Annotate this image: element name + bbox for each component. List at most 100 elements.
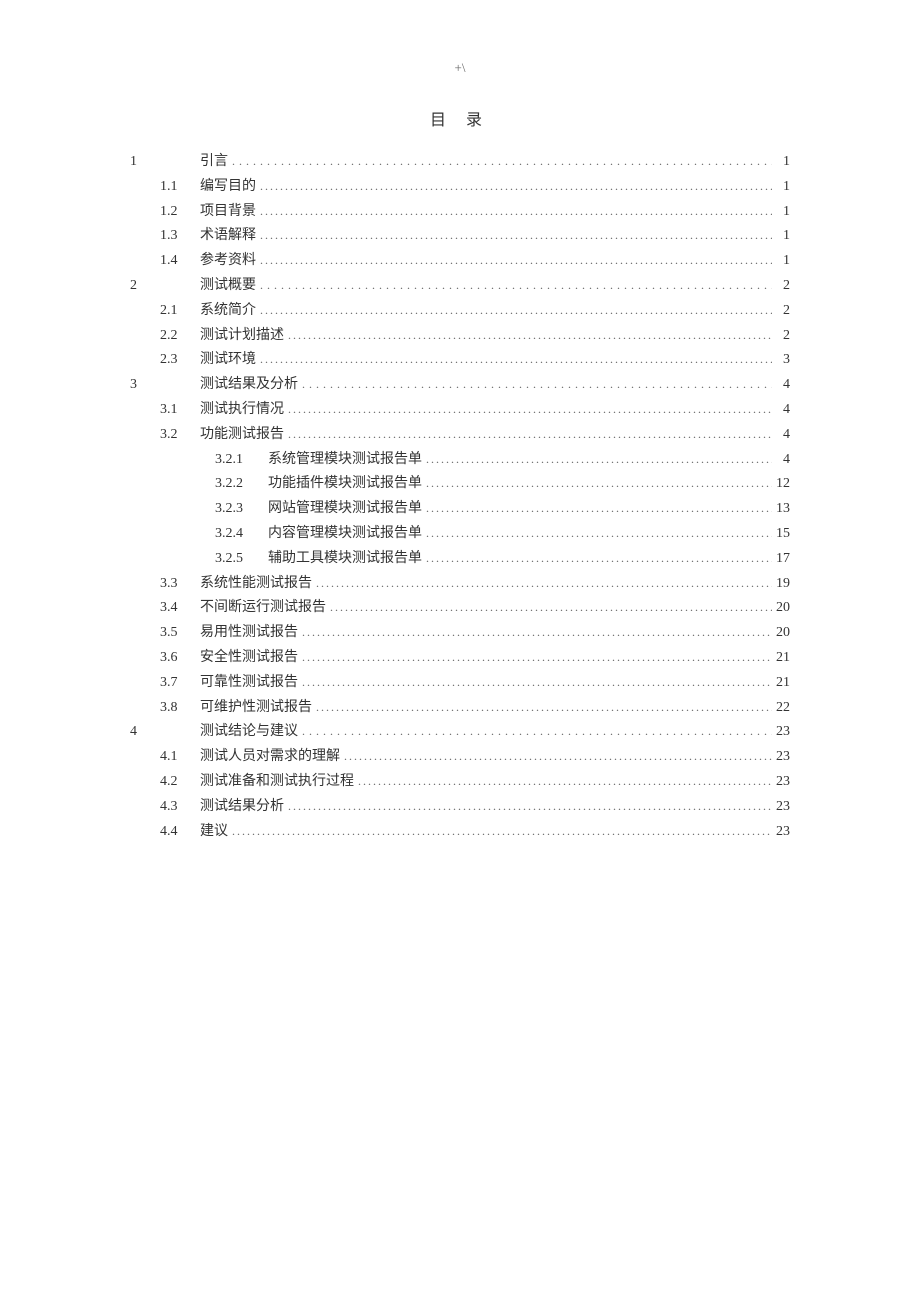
- toc-leader: ........................................…: [298, 622, 772, 642]
- toc-text: 测试计划描述: [200, 324, 284, 348]
- toc-page: 23: [772, 820, 790, 844]
- toc-number: 2.3: [160, 348, 200, 372]
- toc-number: 3.2.1: [215, 448, 263, 472]
- toc-number: 3.8: [160, 696, 200, 720]
- toc-page: 1: [772, 249, 790, 273]
- toc-leader: ........................................…: [354, 771, 772, 791]
- toc-leader: ........................................…: [228, 821, 772, 841]
- toc-entry: 1 引言.....................................…: [130, 150, 790, 174]
- toc-leader: ........................................…: [340, 746, 772, 766]
- toc-entry: 4测试结论与建议................................…: [130, 720, 790, 744]
- toc-entry: 3.5易用性测试报告..............................…: [130, 621, 790, 645]
- toc-page: 20: [772, 621, 790, 645]
- toc-page: 1: [772, 175, 790, 199]
- toc-number: 3.5: [160, 621, 200, 645]
- toc-page: 19: [772, 572, 790, 596]
- toc-leader: ........................................…: [256, 225, 772, 245]
- toc-text: 测试环境: [200, 348, 256, 372]
- toc-text: 系统管理模块测试报告单: [268, 448, 422, 472]
- toc-text: 易用性测试报告: [200, 621, 298, 645]
- toc-entry: 3测试结果及分析................................…: [130, 373, 790, 397]
- toc-entry: 4.3测试结果分析...............................…: [130, 795, 790, 819]
- toc-page: 3: [772, 348, 790, 372]
- toc-text: 安全性测试报告: [200, 646, 298, 670]
- toc-text: 编写目的: [200, 175, 256, 199]
- toc-page: 23: [772, 795, 790, 819]
- toc-text: 功能插件模块测试报告单: [268, 472, 422, 496]
- toc-page: 20: [772, 596, 790, 620]
- toc-number: 3.2.4: [215, 522, 263, 546]
- toc-title: 目 录: [130, 106, 790, 130]
- toc-leader: ........................................…: [422, 473, 772, 493]
- header-mark: +\: [130, 60, 790, 76]
- toc-text: 系统简介: [200, 299, 256, 323]
- toc-text: 参考资料: [200, 249, 256, 273]
- toc-page: 1: [772, 200, 790, 224]
- toc-page: 21: [772, 671, 790, 695]
- toc-entry: 3.6安全性测试报告..............................…: [130, 646, 790, 670]
- toc-leader: ........................................…: [284, 325, 772, 345]
- toc-page: 2: [772, 299, 790, 323]
- toc-number: 3.2.2: [215, 472, 263, 496]
- toc-text: 测试结果及分析: [200, 373, 298, 397]
- toc-leader: ........................................…: [298, 672, 772, 692]
- toc-entry: 3.2.3网站管理模块测试报告单........................…: [130, 497, 790, 521]
- toc-text: 可靠性测试报告: [200, 671, 298, 695]
- toc-leader: ........................................…: [312, 573, 772, 593]
- toc-entry: 3.2.4内容管理模块测试报告单........................…: [130, 522, 790, 546]
- toc-leader: ........................................…: [284, 796, 772, 816]
- toc-text: 建议: [200, 820, 228, 844]
- toc-entry: 3.1测试执行情况...............................…: [130, 398, 790, 422]
- toc-page: 23: [772, 720, 790, 744]
- toc-text: 测试概要: [200, 274, 256, 298]
- toc-text: 功能测试报告: [200, 423, 284, 447]
- toc-page: 15: [772, 522, 790, 546]
- toc-leader: ........................................…: [256, 201, 772, 221]
- toc-text: 辅助工具模块测试报告单: [268, 547, 422, 571]
- toc-number: 2.2: [160, 324, 200, 348]
- toc-text: 引言: [200, 150, 228, 174]
- toc-entry: 2.2测试计划描述...............................…: [130, 324, 790, 348]
- toc-entry: 1.3术语解释.................................…: [130, 224, 790, 248]
- toc-number: 4.3: [160, 795, 200, 819]
- toc-entry: 3.2功能测试报告...............................…: [130, 423, 790, 447]
- toc-page: 4: [772, 423, 790, 447]
- toc-entry: 2.3测试环境.................................…: [130, 348, 790, 372]
- toc-number: 3.3: [160, 572, 200, 596]
- toc-leader: ........................................…: [228, 151, 772, 171]
- toc-number: 2.1: [160, 299, 200, 323]
- toc-number: 1.1: [160, 175, 200, 199]
- toc-leader: ........................................…: [284, 424, 772, 444]
- toc-number: 4.1: [160, 745, 200, 769]
- toc-entry: 1.1编写目的.................................…: [130, 175, 790, 199]
- toc-page: 4: [772, 373, 790, 397]
- toc-page: 22: [772, 696, 790, 720]
- toc-text: 测试执行情况: [200, 398, 284, 422]
- toc-page: 17: [772, 547, 790, 571]
- toc-text: 网站管理模块测试报告单: [268, 497, 422, 521]
- toc-number: 4.4: [160, 820, 200, 844]
- toc-text: 可维护性测试报告: [200, 696, 312, 720]
- toc-leader: ........................................…: [298, 721, 772, 741]
- toc-leader: ........................................…: [256, 250, 772, 270]
- toc-text: 术语解释: [200, 224, 256, 248]
- toc-number: 3: [130, 373, 160, 397]
- toc-number: 2: [130, 274, 160, 298]
- toc-leader: ........................................…: [256, 275, 772, 295]
- toc-entry: 3.2.1系统管理模块测试报告单........................…: [130, 448, 790, 472]
- toc-entry: 3.2.5辅助工具模块测试报告单........................…: [130, 547, 790, 571]
- toc-number: 3.2: [160, 423, 200, 447]
- toc-page: 13: [772, 497, 790, 521]
- toc-text: 测试结果分析: [200, 795, 284, 819]
- toc-number: 3.1: [160, 398, 200, 422]
- toc-page: 23: [772, 745, 790, 769]
- page-container: +\ 目 录 1 引言..............................…: [130, 60, 790, 843]
- toc-entry: 2 测试概要...................................…: [130, 274, 790, 298]
- toc-entry: 4.1测试人员对需求的理解...........................…: [130, 745, 790, 769]
- toc-number: 1.2: [160, 200, 200, 224]
- toc-leader: ........................................…: [312, 697, 772, 717]
- toc-page: 1: [772, 150, 790, 174]
- toc-leader: ........................................…: [284, 399, 772, 419]
- toc-entry: 3.7可靠性测试报告..............................…: [130, 671, 790, 695]
- toc-entry: 3.3系统性能测试报告.............................…: [130, 572, 790, 596]
